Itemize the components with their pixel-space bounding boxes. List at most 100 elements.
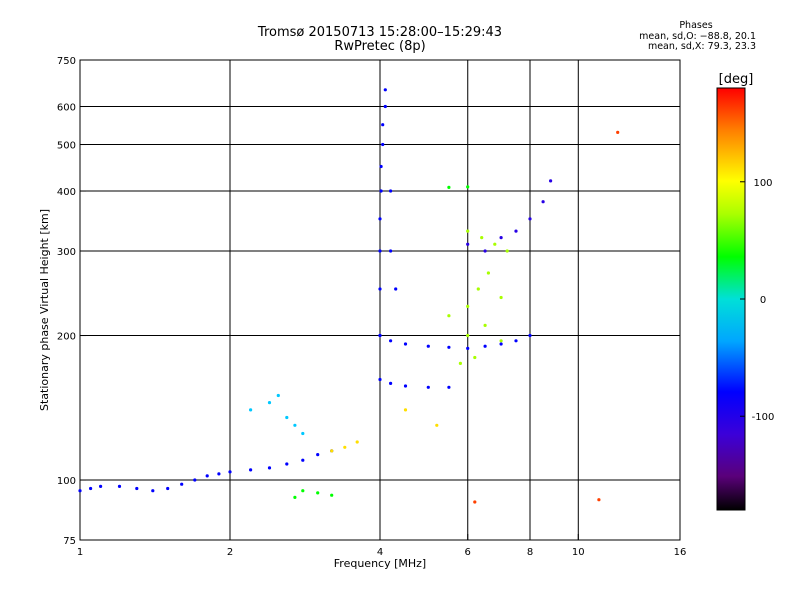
x-tick-label: 2	[227, 547, 233, 558]
data-point	[394, 287, 398, 291]
data-point	[389, 189, 393, 193]
x-tick-label: 4	[377, 547, 383, 558]
x-tick-label: 10	[572, 547, 585, 558]
data-point	[476, 287, 480, 291]
data-point	[343, 445, 347, 449]
data-point	[378, 377, 382, 382]
y-tick-label: 100	[57, 476, 76, 487]
data-point	[285, 415, 289, 420]
data-point	[447, 185, 451, 189]
phase-stats-x: mean, sd,X: 79.3, 23.3	[647, 41, 756, 52]
y-tick-label: 200	[57, 332, 76, 343]
data-point	[447, 385, 451, 389]
chart-title: Tromsø 20150713 15:28:00–15:29:43 RwPret…	[190, 26, 570, 54]
data-point	[389, 339, 393, 343]
y-tick-label: 400	[57, 187, 76, 198]
data-point	[499, 339, 503, 343]
data-point	[379, 164, 383, 169]
x-tick-label: 8	[527, 547, 533, 558]
data-point	[293, 495, 297, 499]
data-point	[316, 491, 320, 495]
data-point	[499, 295, 503, 300]
colorbar-label: [deg]	[719, 72, 754, 87]
data-point	[89, 486, 93, 491]
grid-lines	[80, 60, 680, 540]
data-point	[78, 489, 82, 493]
y-tick-label: 600	[57, 103, 76, 114]
phase-stats-title: Phases	[679, 20, 713, 31]
data-point	[267, 466, 272, 470]
data-point	[426, 344, 430, 348]
y-tick-label: 500	[57, 141, 76, 152]
data-point	[301, 458, 305, 462]
data-point	[383, 104, 387, 109]
data-point	[458, 361, 462, 365]
data-point	[426, 385, 430, 389]
data-point	[316, 453, 320, 457]
data-point	[483, 344, 487, 348]
colorbar-ticks: 100 0 -100	[740, 178, 774, 423]
data-point	[466, 229, 470, 233]
data-point	[473, 355, 477, 360]
data-point	[466, 185, 470, 189]
data-point	[249, 408, 253, 412]
data-point	[378, 287, 382, 291]
data-point	[381, 142, 385, 147]
colorbar-tick-label: 100	[753, 178, 772, 189]
data-point	[99, 484, 103, 488]
data-point	[541, 200, 545, 204]
colorbar: [deg] 100 0 -100	[716, 72, 774, 511]
chart-title-line-1: Tromsø 20150713 15:28:00–15:29:43	[257, 25, 503, 40]
data-point	[447, 314, 451, 318]
data-point	[217, 472, 221, 476]
data-point	[480, 236, 484, 240]
data-point	[135, 486, 139, 491]
data-point	[473, 500, 477, 504]
data-point	[486, 271, 490, 275]
colorbar-tick-label: 0	[760, 295, 766, 306]
data-point	[528, 217, 532, 221]
data-point	[249, 468, 253, 472]
data-point	[483, 323, 487, 327]
data-point	[466, 346, 470, 350]
data-point	[276, 393, 280, 398]
data-point	[379, 189, 383, 193]
y-axis-label: Stationary phase Virtual Height [km]	[38, 209, 51, 411]
data-point	[514, 229, 518, 233]
data-point	[403, 384, 408, 388]
data-point	[466, 304, 470, 308]
data-point	[205, 474, 209, 478]
data-point	[301, 489, 305, 493]
x-tick-label: 1	[77, 547, 83, 558]
data-point	[285, 462, 289, 466]
data-point	[466, 333, 470, 338]
data-point	[193, 478, 197, 482]
data-point	[383, 88, 387, 92]
data-point	[293, 423, 297, 427]
data-point	[597, 498, 601, 502]
data-points	[78, 88, 620, 504]
colorbar-tick-label: -100	[752, 412, 775, 423]
data-point	[403, 342, 408, 346]
data-point	[505, 249, 509, 253]
data-point	[330, 493, 334, 497]
x-axis-label: Frequency [MHz]	[334, 557, 426, 570]
y-tick-label: 75	[63, 536, 76, 547]
data-point	[117, 484, 122, 488]
data-point	[378, 249, 382, 253]
data-point	[166, 486, 170, 491]
data-point	[301, 431, 305, 436]
data-point	[330, 449, 334, 453]
data-point	[447, 345, 451, 349]
phase-stats: Phases mean, sd,O: −88.8, 20.1 mean, sd,…	[596, 20, 756, 53]
data-point	[389, 249, 393, 253]
data-point	[403, 408, 408, 412]
data-point	[493, 242, 497, 246]
data-point	[483, 249, 487, 253]
axes: 1 2 4 6 8 10 16 75 100 200 300 400 500 600 750	[57, 56, 686, 558]
data-point	[381, 123, 385, 127]
data-point	[378, 217, 382, 221]
y-tick-label: 750	[57, 56, 76, 67]
data-point	[499, 236, 503, 240]
